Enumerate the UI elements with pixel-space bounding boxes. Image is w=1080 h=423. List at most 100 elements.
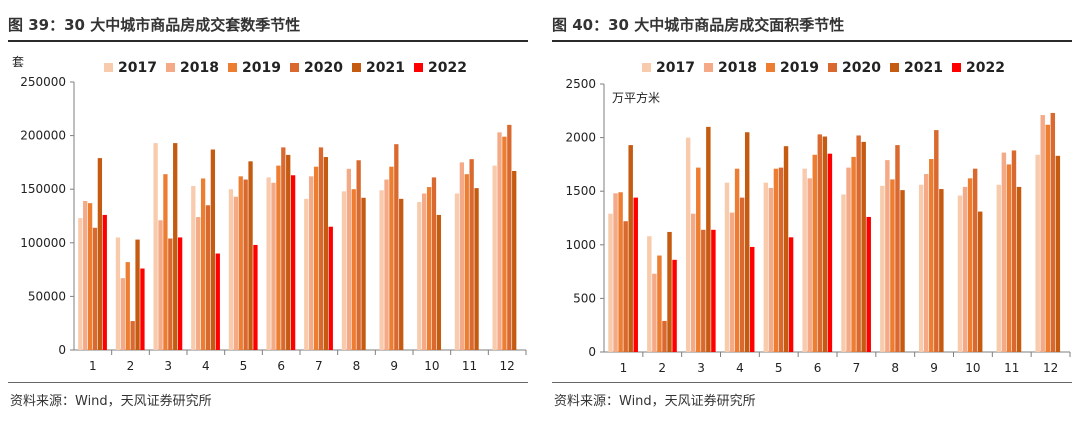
bar-2021-5 <box>248 161 253 350</box>
bar-2021-3 <box>173 143 178 350</box>
legend-swatch-2019 <box>228 63 237 72</box>
bar-2019-8 <box>890 179 895 352</box>
legend-swatch-2021 <box>352 63 361 72</box>
source-note: 资料来源：Wind，天风证券研究所 <box>10 394 212 409</box>
y-tick-label: 500 <box>573 291 596 305</box>
x-tick-label: 5 <box>240 359 248 373</box>
y-tick-label: 50000 <box>28 289 66 303</box>
bar-2019-2 <box>657 255 662 352</box>
bar-2020-6 <box>817 134 823 352</box>
bar-2021-3 <box>706 126 711 352</box>
bar-2022-5 <box>253 244 258 350</box>
bar-2018-8 <box>346 168 352 350</box>
x-tick-label: 2 <box>127 359 135 373</box>
bar-2017-6 <box>802 168 807 352</box>
x-tick-label: 11 <box>1004 361 1019 374</box>
x-tick-label: 6 <box>277 359 285 373</box>
bar-2018-11 <box>459 162 465 350</box>
bar-2019-12 <box>1045 124 1050 353</box>
x-tick-label: 12 <box>1043 361 1058 374</box>
bar-2020-1 <box>623 221 628 352</box>
chart-title: 图 39：30 大中城市商品房成交套数季节性 <box>8 16 301 34</box>
bar-2017-5 <box>228 189 234 350</box>
bar-2021-2 <box>135 239 140 350</box>
legend-swatch-2022 <box>414 63 423 72</box>
legend-swatch-2021 <box>890 63 899 72</box>
bar-2018-10 <box>962 186 968 352</box>
bar-2021-8 <box>900 190 905 352</box>
bar-2022-6 <box>827 153 833 352</box>
x-tick-label: 8 <box>891 361 899 374</box>
x-tick-label: 10 <box>965 361 980 374</box>
bar-2022-2 <box>672 259 677 352</box>
legend-label-2021: 2021 <box>366 60 405 76</box>
bar-2020-7 <box>318 147 324 350</box>
legend-swatch-2017 <box>642 63 651 72</box>
bar-2018-5 <box>233 196 239 350</box>
bar-2019-8 <box>351 189 356 350</box>
bar-2019-9 <box>929 159 934 352</box>
bar-2022-4 <box>750 246 755 352</box>
bar-2019-6 <box>276 165 281 350</box>
bar-2022-3 <box>177 237 183 350</box>
y-tick-label: 150000 <box>20 182 66 196</box>
bar-2017-6 <box>266 177 271 350</box>
bar-2017-12 <box>492 165 497 350</box>
legend-label-2017: 2017 <box>118 60 157 76</box>
bar-2018-9 <box>384 179 389 350</box>
bar-2018-1 <box>83 200 88 350</box>
bar-2017-5 <box>763 182 769 352</box>
bar-2020-9 <box>934 130 939 352</box>
bar-2017-11 <box>996 184 1002 352</box>
x-tick-label: 9 <box>930 361 938 374</box>
bar-2021-7 <box>861 141 866 352</box>
legend-label-2019: 2019 <box>780 60 819 76</box>
bar-2020-4 <box>739 197 745 352</box>
legend-swatch-2019 <box>766 63 775 72</box>
bar-2019-6 <box>812 154 817 352</box>
source-note: 资料来源：Wind，天风证券研究所 <box>554 394 756 409</box>
x-tick-label: 12 <box>500 359 515 373</box>
bar-2018-12 <box>497 132 502 350</box>
x-tick-label: 2 <box>658 361 666 374</box>
y-tick-label: 250000 <box>20 75 66 89</box>
bar-2018-4 <box>729 212 735 352</box>
bar-2017-8 <box>341 191 347 350</box>
bar-2021-5 <box>783 146 789 352</box>
bar-2020-11 <box>469 159 474 350</box>
bar-2019-1 <box>618 192 623 352</box>
bar-2017-1 <box>78 218 83 350</box>
bar-2018-1 <box>613 193 618 352</box>
bar-2017-1 <box>608 213 613 352</box>
y-tick-label: 0 <box>58 343 66 357</box>
y-tick-label: 200000 <box>20 129 66 143</box>
title-rule <box>8 40 528 42</box>
source-rule <box>8 382 528 383</box>
y-tick-label: 2500 <box>565 77 596 91</box>
bar-2017-7 <box>841 194 846 352</box>
bar-2020-2 <box>130 321 135 350</box>
bar-2019-7 <box>313 166 319 350</box>
bar-2018-4 <box>196 217 201 350</box>
y-tick-label: 0 <box>588 345 596 359</box>
bar-2022-6 <box>290 175 296 350</box>
y-axis-unit-label: 万平方米 <box>612 90 660 105</box>
bar-2017-9 <box>379 190 384 350</box>
chart-panel-units: 图 39：30 大中城市商品房成交套数季节性 0 50000 100000 15000… <box>8 0 533 423</box>
bar-2020-3 <box>168 238 173 350</box>
bar-2021-4 <box>210 149 216 350</box>
bar-2019-11 <box>464 174 469 350</box>
bar-2022-2 <box>140 268 145 350</box>
bar-2022-4 <box>215 253 220 350</box>
bar-2020-1 <box>92 227 98 350</box>
bar-2020-10 <box>431 177 437 350</box>
bar-2019-3 <box>696 167 701 352</box>
bar-2022-5 <box>788 237 794 352</box>
legend-label-2021: 2021 <box>904 60 943 76</box>
x-tick-label: 3 <box>164 359 172 373</box>
legend-label-2022: 2022 <box>428 60 467 76</box>
bar-2019-5 <box>238 176 243 350</box>
legend-swatch-2020 <box>290 63 299 72</box>
bar-2018-7 <box>846 167 851 352</box>
bar-2017-3 <box>685 137 691 352</box>
